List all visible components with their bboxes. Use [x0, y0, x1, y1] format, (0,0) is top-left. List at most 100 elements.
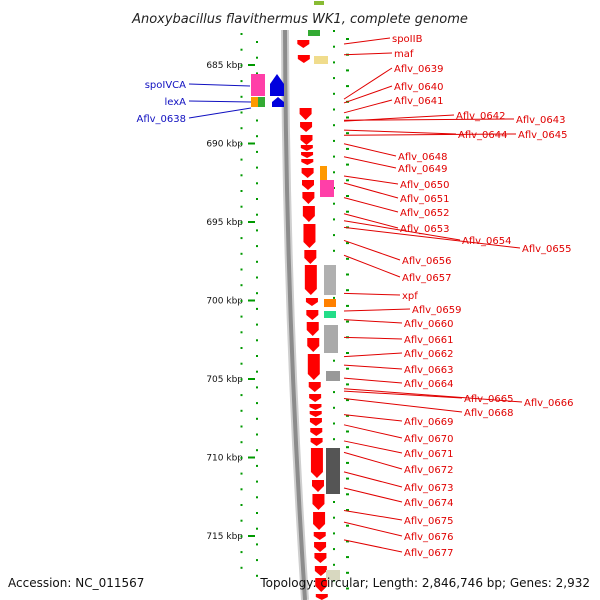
leader-line [343, 509, 403, 521]
gene-label: Aflv_0671 [404, 449, 454, 460]
leader-line [343, 85, 393, 104]
gene-arrow [310, 428, 323, 436]
gene-block-0649 [320, 166, 327, 180]
gene-arrow [306, 310, 319, 320]
gene-block-0663 [326, 371, 340, 381]
leader-line [343, 182, 399, 199]
leader-line [343, 390, 463, 399]
gene-label: Aflv_0660 [404, 319, 454, 330]
leader-line [343, 471, 403, 488]
gene-arrow [297, 40, 310, 48]
gene-label: Aflv_0654 [462, 236, 512, 247]
leader-line [343, 143, 397, 157]
gene-label: Aflv_0675 [404, 516, 454, 527]
gene-arrow [304, 265, 317, 295]
gene-arrow [305, 298, 318, 306]
gene-arrow [309, 411, 322, 417]
leader-line [343, 521, 403, 537]
gene-arrow [307, 338, 320, 352]
gene-arrow [309, 418, 322, 426]
leader-line [188, 107, 252, 119]
leader-line [343, 398, 463, 413]
scale-tick-label: 690 kbp [206, 140, 243, 150]
scale-tick [248, 456, 255, 459]
leader-line [343, 364, 403, 370]
gene-arrow [304, 250, 317, 264]
genome-backbone [281, 29, 309, 600]
leader-line [188, 100, 252, 103]
gene-arrow [302, 206, 315, 222]
leader-line [343, 52, 393, 56]
gene-label: Aflv_0656 [402, 256, 452, 267]
gene-arrow [310, 448, 323, 478]
gene-block-0657 [324, 265, 336, 295]
scale-tick [248, 299, 255, 302]
leader-line [188, 83, 251, 87]
scale-tick-label: 710 kbp [206, 454, 243, 464]
gene-label: Aflv_0662 [404, 349, 454, 360]
gene-label: Aflv_0650 [400, 180, 450, 191]
gene-label: Aflv_0670 [404, 434, 454, 445]
gene-arrow [300, 145, 313, 151]
gene-arrow [315, 578, 328, 592]
leader-line [343, 319, 403, 324]
scale-tick-label: 700 kbp [206, 297, 243, 307]
gene-label: Aflv_0664 [404, 379, 454, 390]
gene-label: Aflv_0651 [400, 194, 450, 205]
gene-label: Aflv_0641 [394, 96, 444, 107]
gene-label: Aflv_0642 [456, 111, 506, 122]
gene-arrow [315, 594, 328, 600]
gene-label: Aflv_0666 [524, 398, 574, 409]
gene-arrow-reverse [272, 97, 284, 107]
leader-line [343, 118, 515, 121]
gene-label: spoIIB [392, 34, 423, 45]
gene-label: Aflv_0673 [404, 483, 454, 494]
gene-gap [266, 76, 270, 96]
gene-arrow [314, 542, 327, 552]
leader-line [343, 156, 397, 169]
gene-arrow [307, 354, 320, 380]
leader-line [343, 67, 393, 100]
scale-tick [248, 535, 255, 537]
leader-line [343, 220, 461, 241]
gene-label: Aflv_0665 [464, 394, 514, 405]
gene-arrow [309, 404, 322, 410]
leader-line [343, 539, 403, 553]
forward-strand-genes [297, 30, 328, 600]
gene-block-xpf [324, 299, 336, 307]
gene-arrow [301, 152, 314, 158]
gene-arrow [302, 180, 314, 190]
gene-arrow [306, 322, 319, 336]
gene-arrow [303, 224, 316, 248]
gene-label: Aflv_0639 [394, 64, 444, 75]
scale-tick-label: 685 kbp [206, 61, 243, 71]
gene-arrow [314, 553, 327, 563]
gene-label: spoIVCA [145, 80, 186, 91]
leader-line [343, 352, 403, 358]
leader-line [343, 133, 517, 136]
accession-text: Accession: NC_011567 [8, 576, 144, 590]
gene-arrow [313, 532, 326, 540]
gene-label: Aflv_0668 [464, 408, 514, 419]
leader-line [343, 37, 391, 45]
gene-label: Aflv_0648 [398, 152, 448, 163]
gene-block-0650 [320, 180, 334, 197]
gene-label: Aflv_0657 [402, 273, 452, 284]
gene-arrow [300, 135, 313, 145]
leader-line [343, 414, 403, 422]
scale-tick-label: 715 kbp [206, 532, 243, 542]
gene-arrow [297, 55, 310, 63]
gene-label: Aflv_0663 [404, 365, 454, 376]
gene-block-0659 [324, 311, 336, 318]
leader-line [343, 129, 457, 135]
gene-block-0661 [324, 325, 338, 353]
gene-block-maf [314, 56, 328, 64]
leader-line [343, 377, 403, 384]
leader-line [343, 424, 403, 439]
gene-block-lexA [251, 97, 258, 107]
gene-label: xpf [402, 291, 418, 302]
gene-label: Aflv_0649 [398, 164, 448, 175]
gene-label: Aflv_0661 [404, 335, 454, 346]
gene-label: Aflv_0643 [516, 115, 566, 126]
leader-line [343, 226, 521, 249]
